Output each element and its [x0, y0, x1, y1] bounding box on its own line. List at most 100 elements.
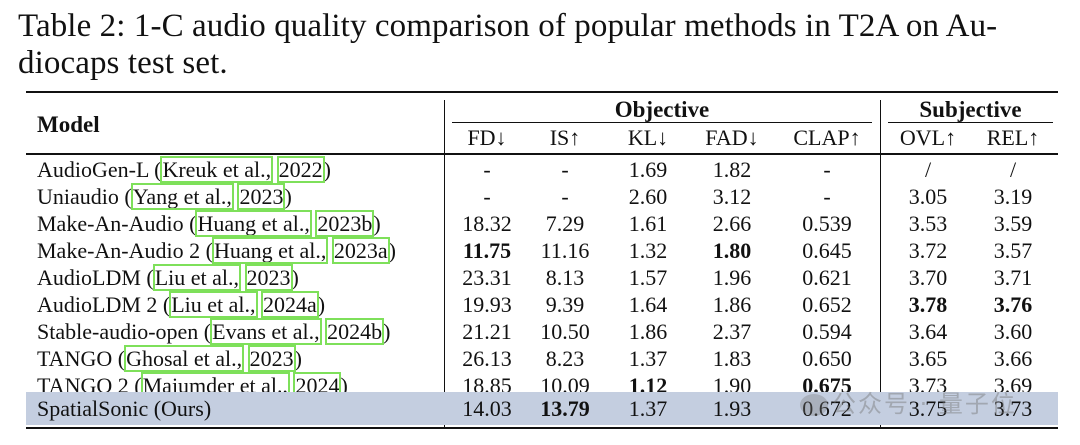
fad-cell: 1.83	[712, 346, 752, 371]
caption-line-1: Table 2: 1-C audio quality comparison of…	[18, 8, 998, 44]
fd-cell: 23.31	[462, 265, 512, 290]
header-is: IS↑	[549, 125, 581, 150]
fad-cell: 1.86	[712, 292, 752, 317]
citation-year-link[interactable]: 2022	[276, 156, 325, 183]
ours-model-name: SpatialSonic (Ours)	[37, 396, 212, 421]
rel-cell: 3.76	[993, 292, 1033, 317]
fd-cell: -	[483, 157, 491, 182]
ovl-cell: 3.64	[908, 319, 948, 344]
fad-cell: 1.96	[712, 265, 752, 290]
caption-line-2: diocaps test set.	[18, 45, 228, 81]
kl-cell: 1.37	[628, 346, 668, 371]
model-cell: Make-An-Audio 2 (Huang et al., 2023a)	[37, 237, 396, 264]
model-cell: AudioGen-L (Kreuk et al., 2022)	[37, 156, 331, 183]
citation-author-link[interactable]: Ghosal et al.,	[124, 345, 245, 372]
clap-cell: 0.650	[802, 346, 852, 371]
header-clap: CLAP↑	[793, 125, 861, 150]
citation-year-link[interactable]: 2023	[237, 183, 286, 210]
is-cell: -	[561, 184, 569, 209]
ovl-cell: 3.70	[908, 265, 948, 290]
bottom-rule	[26, 427, 1058, 429]
model-name: Make-An-Audio 2	[37, 238, 201, 263]
ovl-cell: 3.53	[908, 211, 948, 236]
model-name: AudioLDM	[37, 265, 141, 290]
header-ovl: OVL↑	[899, 125, 957, 150]
fad-cell: 1.82	[712, 157, 752, 182]
fd-cell: 11.75	[462, 238, 512, 263]
objective-group-rule	[452, 122, 872, 123]
clap-cell: 0.652	[802, 292, 852, 317]
clap-cell: 0.594	[802, 319, 852, 344]
citation-author-link[interactable]: Liu et al.,	[152, 264, 242, 291]
fd-cell: -	[483, 184, 491, 209]
ovl-cell: 3.78	[908, 292, 948, 317]
model-name: TANGO	[37, 346, 113, 371]
citation-author-link[interactable]: Huang et al.,	[195, 210, 312, 237]
clap-cell: 0.539	[802, 211, 852, 236]
header-kl: KL↓	[627, 125, 669, 150]
citation-author-link[interactable]: Huang et al.,	[211, 237, 329, 264]
kl-cell: 1.57	[628, 265, 668, 290]
kl-cell: 1.61	[628, 211, 668, 236]
rel-cell: 3.59	[993, 211, 1033, 236]
is-cell: -	[561, 157, 569, 182]
model-name: Make-An-Audio	[37, 211, 184, 236]
ovl-cell: /	[924, 157, 932, 182]
ours-is: 13.79	[540, 396, 590, 421]
rel-cell: 3.60	[993, 319, 1033, 344]
model-cell: AudioLDM 2 (Liu et al., 2024a)	[37, 291, 326, 318]
citation-year-link[interactable]: 2024a	[261, 291, 319, 318]
model-name: AudioGen-L	[37, 157, 149, 182]
ours-fad: 1.93	[712, 396, 752, 421]
kl-cell: 1.86	[628, 319, 668, 344]
ours-rel: 3.73	[993, 396, 1033, 421]
citation-year-link[interactable]: 2023a	[331, 237, 390, 264]
top-rule	[26, 91, 1058, 93]
fd-cell: 26.13	[462, 346, 512, 371]
fd-cell: 21.21	[462, 319, 512, 344]
wechat-icon	[800, 394, 828, 416]
header-rel: REL↑	[986, 125, 1040, 150]
ovl-cell: 3.72	[908, 238, 948, 263]
model-name: AudioLDM 2	[37, 292, 158, 317]
model-cell: Stable-audio-open (Evans et al., 2024b)	[37, 318, 391, 345]
citation-author-link[interactable]: Kreuk et al.,	[160, 156, 274, 183]
model-name: Stable-audio-open	[37, 319, 199, 344]
subjective-group-rule	[888, 122, 1053, 123]
table-row-ours	[26, 392, 1058, 425]
model-cell: Uniaudio (Yang et al., 2023)	[37, 183, 292, 210]
model-name: Uniaudio	[37, 184, 119, 209]
citation-year-link[interactable]: 2023b	[315, 210, 375, 237]
citation-year-link[interactable]: 2023	[247, 345, 296, 372]
citation-year-link[interactable]: 2023	[244, 264, 293, 291]
rel-cell: 3.57	[993, 238, 1033, 263]
citation-author-link[interactable]: Evans et al.,	[210, 318, 322, 345]
header-fd: FD↓	[467, 125, 507, 150]
table-row: AudioLDM 2 (Liu et al., 2024a) 19.93 9.39 1…	[0, 291, 1080, 318]
header-subjective: Subjective	[919, 97, 1022, 122]
rel-cell: 3.19	[993, 184, 1033, 209]
citation-year-link[interactable]: 2024b	[325, 318, 385, 345]
fad-cell: 2.37	[712, 319, 752, 344]
is-cell: 7.29	[545, 211, 585, 236]
table-caption: Table 2: 1-C audio quality comparison of…	[18, 8, 1068, 82]
kl-cell: 1.64	[628, 292, 668, 317]
ours-fd: 14.03	[462, 396, 512, 421]
fd-cell: 19.93	[462, 292, 512, 317]
fd-cell: 18.32	[462, 211, 512, 236]
citation-author-link[interactable]: Yang et al.,	[130, 183, 234, 210]
column-divider-objective	[880, 100, 881, 427]
is-cell: 10.50	[540, 319, 590, 344]
is-cell: 8.13	[545, 265, 585, 290]
kl-cell: 1.32	[628, 238, 668, 263]
fad-cell: 1.80	[712, 238, 752, 263]
ovl-cell: 3.05	[908, 184, 948, 209]
table-row: Make-An-Audio (Huang et al., 2023b) 18.32…	[0, 210, 1080, 237]
header-objective: Objective	[614, 97, 710, 122]
table-row: Stable-audio-open (Evans et al., 2024b) 2…	[0, 318, 1080, 345]
ours-clap: 0.672	[802, 396, 852, 421]
clap-cell: 0.621	[802, 265, 852, 290]
table-row: AudioGen-L (Kreuk et al., 2022) - - 1.69 1.8…	[0, 156, 1080, 183]
ours-row-content: SpatialSonic (Ours) 14.03 13.79 1.37 1.9…	[0, 395, 1080, 422]
citation-author-link[interactable]: Liu et al.,	[169, 291, 258, 318]
